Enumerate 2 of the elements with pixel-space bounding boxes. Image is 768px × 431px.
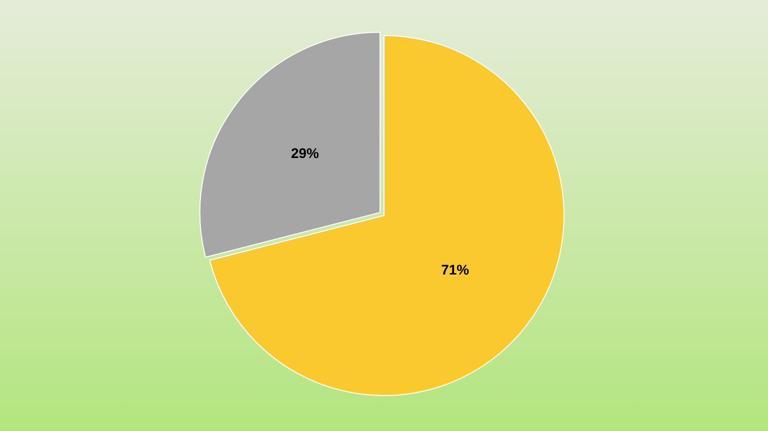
data-label: 29%	[290, 145, 320, 162]
data-label: 71%	[441, 262, 470, 278]
